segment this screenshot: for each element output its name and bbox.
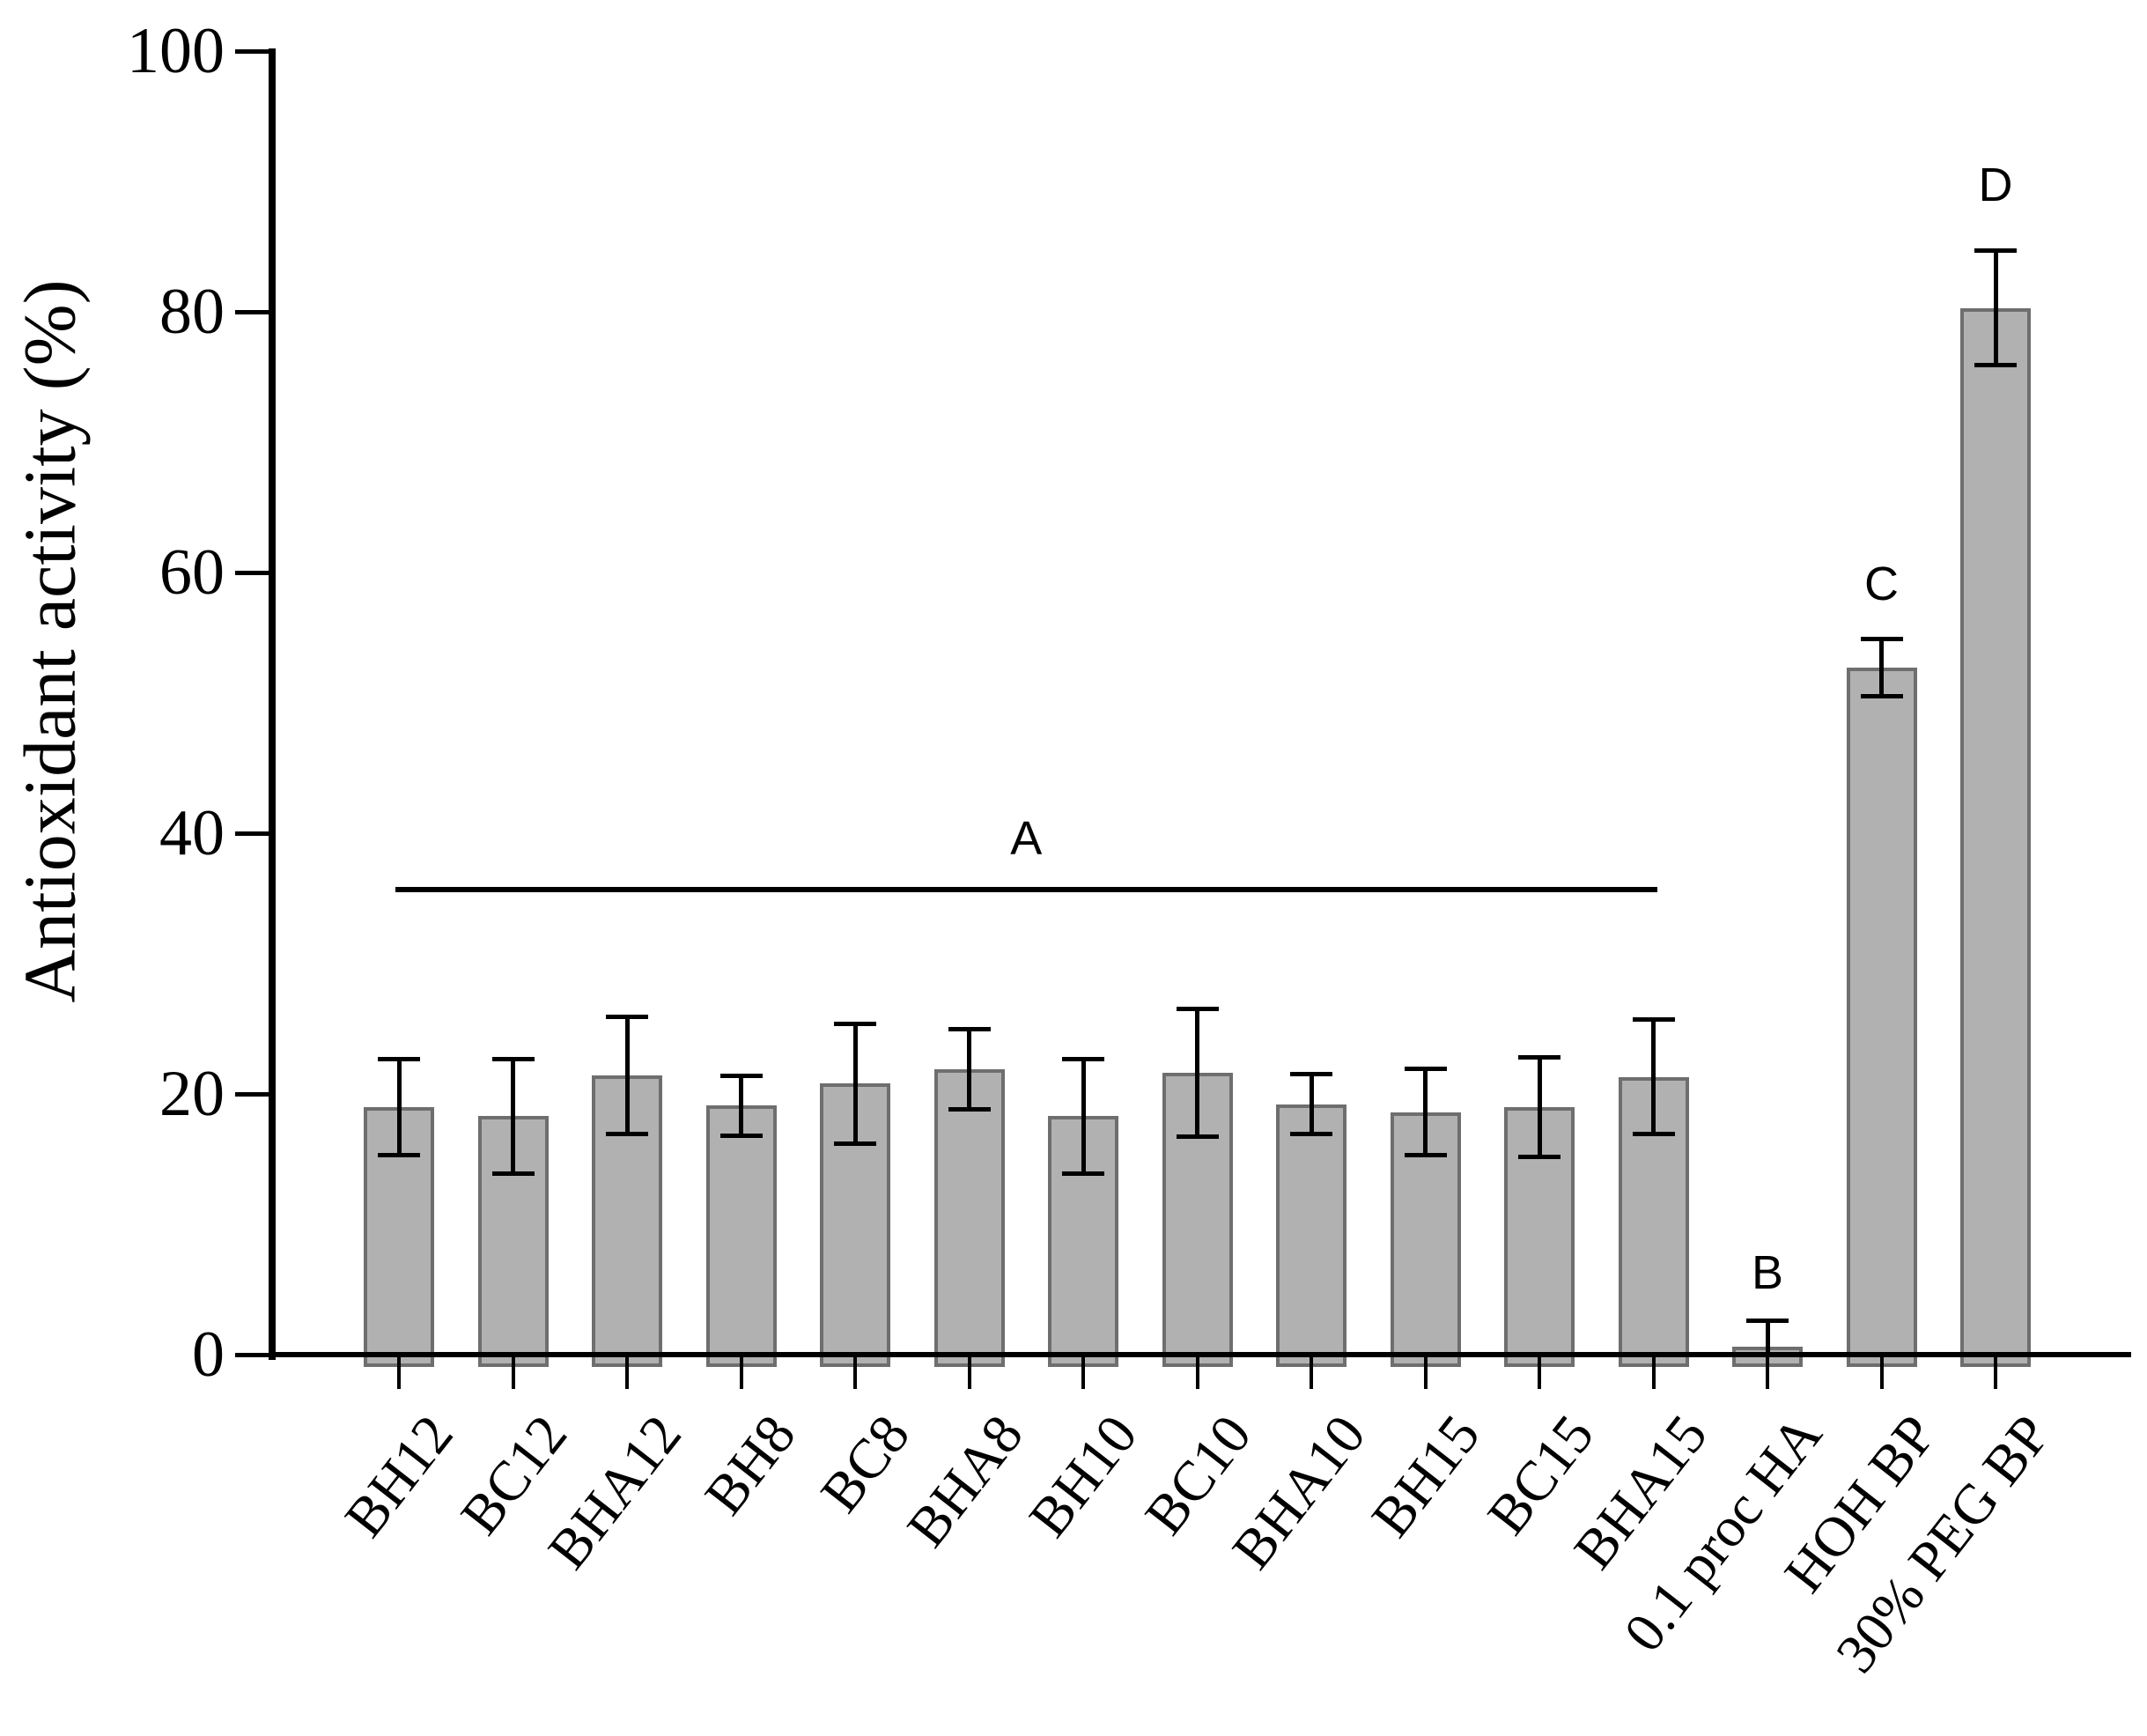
error-bar-cap-bottom [1860, 694, 1903, 699]
bar-bha8 [933, 1068, 1005, 1367]
error-bar-cap-top [834, 1021, 876, 1026]
bar-bh10 [1048, 1116, 1118, 1367]
x-axis-tick [1766, 1357, 1769, 1389]
y-axis-tick [235, 1353, 269, 1357]
error-bar-cap-top [1746, 1319, 1789, 1324]
error-bar [624, 1016, 630, 1134]
x-axis-tick [1651, 1357, 1656, 1389]
error-bar [852, 1023, 858, 1144]
y-axis-tick [235, 310, 269, 314]
significance-letter-D: D [1978, 159, 2013, 212]
x-axis-tick [1879, 1357, 1884, 1389]
x-axis-tick [511, 1357, 515, 1389]
y-tick-label: 80 [159, 276, 225, 348]
x-axis-tick [1195, 1357, 1199, 1389]
x-tick-label: BH10 [1016, 1403, 1149, 1548]
error-bar-cap-top [1176, 1007, 1219, 1012]
significance-letter-B: B [1751, 1245, 1784, 1299]
x-tick-label: BH8 [691, 1403, 808, 1526]
x-axis-tick [1423, 1357, 1428, 1389]
error-bar-cap-top [1404, 1067, 1447, 1072]
bar-bha10 [1276, 1104, 1346, 1367]
x-axis-tick [1994, 1357, 1997, 1389]
error-bar [1537, 1057, 1542, 1157]
x-axis-tick [1310, 1357, 1313, 1389]
error-bar [1879, 639, 1884, 697]
y-tick-label: 20 [159, 1058, 225, 1130]
bar-hoh-bp [1846, 668, 1917, 1367]
bar-30-peg-bp [1960, 307, 2031, 1367]
x-tick-label: BH12 [332, 1403, 465, 1548]
x-tick-label: BC8 [808, 1403, 921, 1524]
bar-bh8 [705, 1105, 777, 1367]
y-axis-tick [235, 831, 269, 836]
y-axis-tick [235, 571, 269, 575]
significance-letter-C: C [1864, 558, 1899, 611]
x-axis-tick [397, 1357, 401, 1389]
x-tick-label: BHA8 [895, 1403, 1036, 1558]
error-bar-cap-bottom [606, 1132, 648, 1137]
error-bar [967, 1029, 971, 1110]
error-bar [1765, 1320, 1770, 1355]
error-bar-cap-bottom [834, 1141, 876, 1146]
error-bar-cap-bottom [1974, 363, 2017, 368]
error-bar-cap-top [1062, 1056, 1104, 1061]
bar-bc8 [820, 1083, 890, 1367]
error-bar [1081, 1059, 1086, 1174]
error-bar-cap-top [948, 1026, 991, 1031]
error-bar-cap-bottom [1632, 1132, 1675, 1137]
error-bar-cap-bottom [491, 1171, 535, 1176]
y-axis-tick [235, 49, 269, 54]
error-bar-cap-bottom [719, 1133, 763, 1138]
error-bar-cap-top [1632, 1017, 1675, 1023]
error-bar-cap-bottom [1062, 1171, 1104, 1176]
y-tick-label: 100 [127, 15, 225, 87]
x-axis-tick [967, 1357, 971, 1389]
y-axis-line [269, 48, 276, 1360]
error-bar-cap-top [1518, 1055, 1560, 1060]
error-bar-cap-top [378, 1056, 420, 1061]
x-axis-tick [1081, 1357, 1085, 1389]
error-bar-cap-bottom [1290, 1132, 1332, 1137]
error-bar-cap-bottom [948, 1107, 991, 1112]
error-bar [1309, 1074, 1314, 1134]
significance-line-A [395, 886, 1657, 892]
error-bar-cap-bottom [1518, 1154, 1560, 1159]
error-bar [1651, 1019, 1656, 1134]
error-bar-cap-top [719, 1073, 763, 1078]
error-bar [1993, 250, 1998, 366]
y-axis-tick [235, 1092, 269, 1097]
error-bar-cap-top [491, 1056, 535, 1061]
error-bar [1195, 1008, 1199, 1137]
x-axis-tick [853, 1357, 857, 1389]
error-bar-cap-top [1974, 247, 2017, 253]
y-tick-label: 40 [159, 797, 225, 869]
error-bar-cap-top [1860, 636, 1903, 641]
error-bar-cap-top [1290, 1072, 1332, 1077]
x-axis-tick [625, 1357, 629, 1389]
error-bar-cap-bottom [1404, 1153, 1447, 1158]
error-bar [1423, 1068, 1428, 1156]
x-tick-label: BH15 [1359, 1403, 1492, 1548]
x-axis-line [269, 1352, 2131, 1357]
error-bar [739, 1075, 743, 1136]
error-bar-cap-bottom [1176, 1134, 1219, 1140]
error-bar [511, 1059, 515, 1174]
x-axis-tick [739, 1357, 743, 1389]
x-axis-tick [1538, 1357, 1541, 1389]
error-bar [396, 1059, 402, 1156]
y-tick-label: 60 [159, 536, 225, 609]
error-bar-cap-bottom [378, 1153, 420, 1158]
error-bar-cap-top [606, 1015, 648, 1020]
y-tick-label: 0 [192, 1319, 225, 1391]
significance-letter-A: A [1010, 811, 1043, 865]
